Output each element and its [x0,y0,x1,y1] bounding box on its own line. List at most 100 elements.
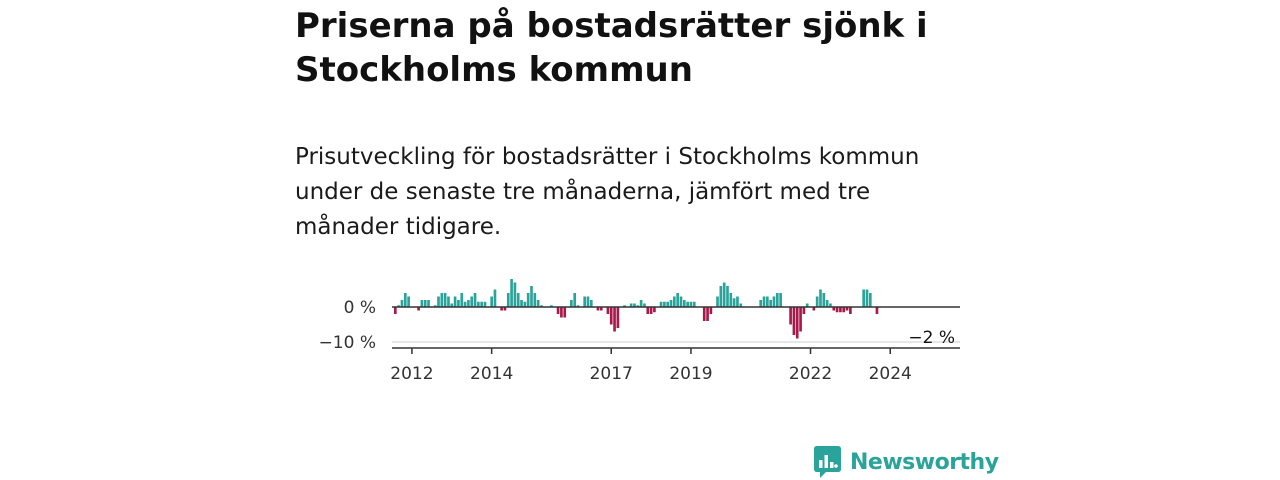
bar [450,303,454,307]
bar [769,300,772,307]
bar [722,282,726,307]
bar [417,307,420,311]
bar [792,307,796,335]
bar [457,300,460,307]
bar [868,293,872,307]
bar [775,293,779,307]
bar [849,307,852,314]
bar [736,296,739,307]
bar [393,307,397,314]
bar [633,303,636,307]
bar [716,296,719,307]
y-tick-label: −10 % [319,333,376,353]
bar [520,300,523,307]
bar [822,293,826,307]
bar [692,301,696,307]
bar [403,293,407,307]
bar [573,293,577,307]
bar [477,301,480,307]
bar [493,289,497,307]
last-value-label: −2 % [908,328,955,348]
bar [805,303,809,307]
bar [639,300,643,307]
bar [463,301,467,307]
bar [643,303,646,307]
bar [443,293,447,307]
bar [623,305,626,307]
bar [669,300,673,307]
bar [596,307,600,311]
bar [483,301,487,307]
bar [842,307,846,313]
bar [815,296,819,307]
bar [560,307,563,318]
bar [865,289,869,307]
bar [832,307,836,311]
bar [702,307,706,321]
bar [540,305,543,307]
bar [440,293,444,307]
bar [460,293,464,307]
bar [779,293,782,307]
bar [676,293,679,307]
bar [589,300,593,307]
bar [526,293,530,307]
bar [706,307,709,321]
bar [503,307,507,311]
bar [825,300,829,307]
bar [845,307,849,311]
bar [550,305,553,307]
bar [473,293,477,307]
bar [453,296,457,307]
bar [606,307,610,314]
bar [536,300,540,307]
bar [709,307,713,314]
brand-name: Newsworthy [850,449,999,475]
bar [812,307,816,311]
bar [636,305,640,307]
bar [523,301,527,307]
bar [629,303,633,307]
bar [819,289,822,307]
bar [772,296,776,307]
bar [609,307,613,325]
bar [563,307,567,318]
bar [599,307,603,311]
bar [530,286,533,307]
bar [666,301,670,307]
x-tick-label: 2024 [869,364,912,384]
bar [659,301,663,307]
bar [510,279,513,307]
bar [759,300,763,307]
bar [433,305,437,307]
bar [646,307,650,314]
bar [400,300,404,307]
bar [653,307,656,313]
bar [739,303,743,307]
bar [613,307,616,332]
bar [556,307,560,314]
bar [423,300,427,307]
bar [467,300,470,307]
bar [663,301,666,307]
y-tick-label: 0 % [344,298,376,318]
bar [447,296,450,307]
bar [686,301,689,307]
bar [802,307,806,314]
bar [762,296,766,307]
bar [689,301,693,307]
newsworthy-logo-icon [814,446,841,478]
bar [583,296,586,307]
bar [799,307,802,332]
bar [570,300,573,307]
x-tick-label: 2022 [789,364,832,384]
bar [576,305,580,307]
newsworthy-logo[interactable]: Newsworthy [814,446,999,478]
bar [427,300,430,307]
bar [500,307,503,311]
bar [616,307,620,328]
bar [420,300,424,307]
bar [586,296,590,307]
bar [407,296,410,307]
x-tick-label: 2012 [390,364,433,384]
